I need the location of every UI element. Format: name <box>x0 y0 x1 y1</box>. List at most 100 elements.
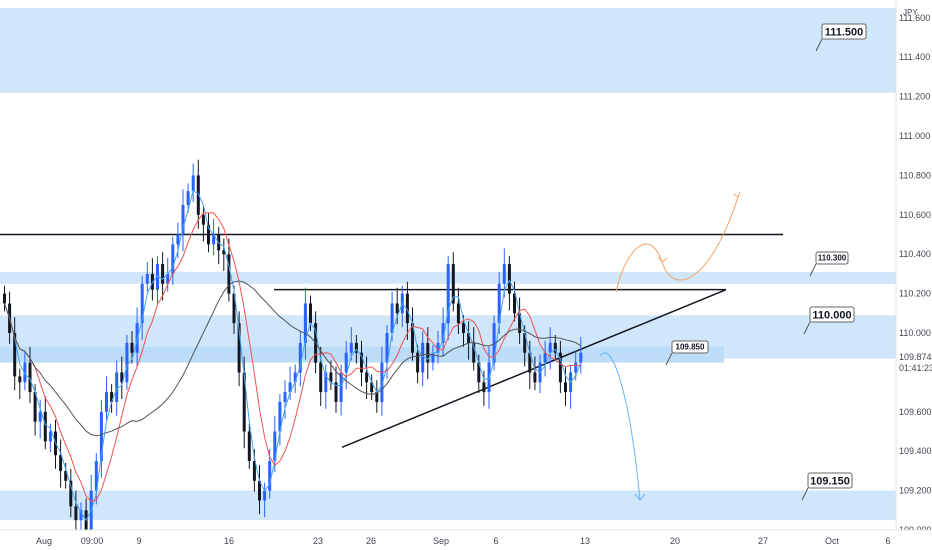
candle-body <box>212 234 216 245</box>
candle-body <box>258 480 261 501</box>
price-callouts[interactable]: 111.500 110.300 110.000 109.850 109.150 <box>665 23 867 501</box>
time-axis-background <box>0 530 932 550</box>
candle-body <box>411 323 414 353</box>
candle-body <box>421 342 425 373</box>
candle-body <box>69 480 73 507</box>
ma-mid-line <box>4 212 581 502</box>
callout-box <box>807 472 853 489</box>
price-tick-label: 110.000 <box>899 328 931 338</box>
price-tick-label: 110.800 <box>899 170 931 180</box>
candle-body <box>94 461 98 491</box>
time-tick-label: 16 <box>224 536 234 546</box>
callout-box <box>815 251 849 265</box>
bar-countdown: 01:41:23 <box>899 363 932 373</box>
candle-body <box>339 372 343 402</box>
price-tick-label: 109.200 <box>899 486 932 496</box>
candle-body <box>513 293 516 314</box>
candle-body <box>237 323 241 373</box>
callout-110-300[interactable]: 110.300 <box>809 251 849 277</box>
candle-body <box>59 455 63 471</box>
candle-body <box>385 333 389 363</box>
time-tick-label: 23 <box>313 536 323 546</box>
candle-body <box>365 372 369 383</box>
candle-body <box>298 342 302 373</box>
candle-body <box>482 382 486 393</box>
time-tick-label: Aug <box>36 536 52 546</box>
callout-pointer <box>801 487 809 501</box>
candle-body <box>543 352 547 363</box>
candle-body <box>558 352 562 383</box>
candle-body <box>196 175 200 215</box>
candle-body <box>186 191 190 205</box>
candle-body <box>349 342 353 353</box>
ma-fast-line <box>4 189 582 522</box>
callout-109-850[interactable]: 109.850 <box>665 340 709 366</box>
time-tick-label: 6 <box>493 536 498 546</box>
candle-body <box>309 303 312 324</box>
projection-paths <box>599 191 741 501</box>
candle-body <box>207 224 210 245</box>
candle-body <box>110 392 114 402</box>
candle-body <box>528 352 532 373</box>
price-zone <box>0 490 896 521</box>
candle-body <box>329 372 333 383</box>
candle-body <box>390 303 394 334</box>
candle-body <box>416 352 420 373</box>
price-tick-label: 109.600 <box>899 407 932 417</box>
candle-body <box>28 362 32 393</box>
callout-box <box>671 340 709 354</box>
candle-body <box>456 303 460 324</box>
candle-body <box>324 372 328 393</box>
callout-label: 110.300 <box>818 254 847 263</box>
candle-body <box>145 273 149 284</box>
current-price-marker <box>897 350 932 375</box>
candle-body <box>574 362 578 373</box>
price-axis-background <box>896 0 932 550</box>
price-tick-label: 111.400 <box>899 52 930 62</box>
time-tick-label: 26 <box>366 536 376 546</box>
price-tick-label: 110.400 <box>899 249 931 259</box>
time-axis[interactable]: Aug 09:00 9 16 23 26 Sep 6 13 20 27 Oct 6 <box>0 529 932 550</box>
candle-body <box>140 283 144 324</box>
candle-body <box>252 461 256 481</box>
callout-110-000[interactable]: 110.000 <box>803 306 855 335</box>
time-tick-label: Oct <box>825 536 840 546</box>
candle-body <box>130 342 134 353</box>
candle-body <box>426 342 430 363</box>
candle-body <box>523 333 527 353</box>
time-tick-label: 6 <box>885 536 890 546</box>
candle-body <box>405 293 409 324</box>
candle-body <box>166 273 170 284</box>
moving-averages <box>4 189 582 522</box>
candle-body <box>553 342 557 353</box>
candle-body <box>502 264 506 284</box>
candle-body <box>380 362 384 402</box>
candle-body <box>370 382 374 393</box>
candle-body <box>472 342 476 363</box>
candle-body <box>278 401 282 432</box>
price-zone <box>0 8 896 93</box>
candle-body <box>171 244 175 274</box>
callout-111-500[interactable]: 111.500 <box>815 23 867 52</box>
callout-box <box>821 23 867 40</box>
price-tick-label: 109.400 <box>899 446 932 456</box>
candle-body <box>120 372 124 383</box>
bearish-projection-path <box>599 352 641 501</box>
price-tick-label: 111.000 <box>899 131 930 141</box>
candle-body <box>533 372 537 383</box>
callout-label: 109.150 <box>810 476 850 488</box>
candle-body <box>18 376 22 383</box>
candle-body <box>161 264 165 284</box>
callout-109-150[interactable]: 109.150 <box>801 472 853 501</box>
candle-body <box>227 254 231 294</box>
callout-label: 110.000 <box>812 310 851 322</box>
price-tick-label: 111.200 <box>899 92 930 102</box>
callout-pointer <box>803 321 811 335</box>
candle-body <box>431 352 435 363</box>
candle-body <box>446 264 450 324</box>
candle-body <box>115 372 119 402</box>
price-tick-label: 110.600 <box>899 210 931 220</box>
candle-body <box>451 264 455 304</box>
